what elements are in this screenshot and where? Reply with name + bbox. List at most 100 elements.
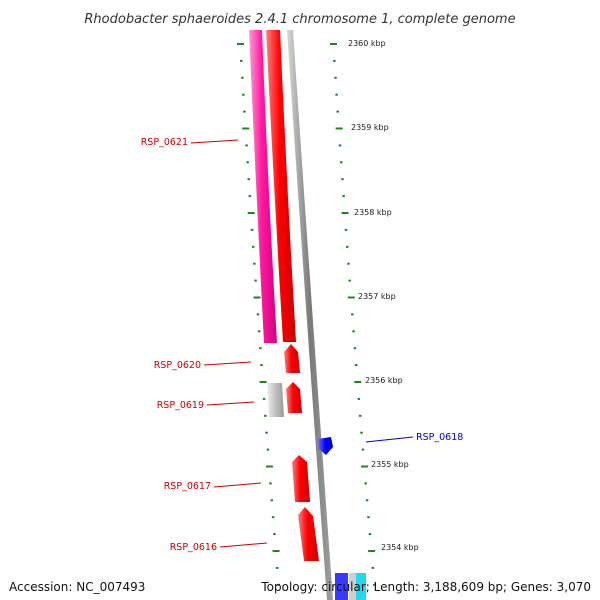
minor-tick — [351, 313, 354, 316]
minor-tick — [334, 76, 337, 79]
major-tick — [335, 127, 343, 130]
minor-tick — [352, 330, 355, 333]
genome-backbone — [287, 30, 333, 600]
minor-tick — [256, 313, 260, 316]
kbp-label: 2360 kbp — [348, 39, 386, 48]
minor-tick — [357, 397, 361, 400]
minor-tick — [254, 279, 257, 282]
gene-rsp-0617[interactable] — [292, 455, 310, 502]
gene-rsp-0618[interactable] — [318, 437, 333, 455]
minor-tick — [253, 262, 256, 265]
outer-tick-track — [330, 43, 376, 586]
gene-rsp-0616[interactable] — [298, 507, 319, 561]
minor-tick — [241, 76, 244, 79]
map-title: Rhodobacter sphaeroides 2.4.1 chromosome… — [84, 12, 515, 27]
gene-leader-line — [203, 361, 252, 366]
gene-label-rsp-0621[interactable]: RSP_0621 — [141, 137, 188, 148]
major-tick — [265, 465, 273, 468]
minor-tick — [266, 448, 270, 451]
major-tick — [354, 381, 362, 383]
gene-leader-line — [365, 436, 414, 443]
minor-tick — [339, 161, 343, 164]
minor-tick — [344, 228, 348, 231]
minor-tick — [361, 448, 365, 451]
minor-tick — [368, 533, 372, 536]
minor-tick — [245, 144, 248, 147]
minor-tick — [348, 279, 351, 282]
minor-tick — [353, 347, 357, 350]
grey-feature-partial[interactable] — [349, 573, 357, 600]
topology-text: Topology: circular; Length: 3,188,609 bp… — [261, 580, 591, 594]
major-tick — [242, 127, 250, 130]
minor-tick — [364, 482, 367, 485]
minor-tick — [338, 144, 342, 147]
minor-tick — [265, 431, 268, 434]
minor-tick — [251, 245, 255, 248]
gene-leader-line — [206, 401, 255, 406]
minor-tick — [336, 110, 339, 113]
minor-tick — [270, 499, 274, 502]
minor-tick — [341, 178, 344, 181]
gene-rsp-0619[interactable] — [286, 382, 302, 413]
minor-tick — [271, 516, 275, 519]
gene-label-rsp-0617[interactable]: RSP_0617 — [164, 481, 211, 492]
minor-tick — [373, 583, 376, 586]
minor-tick — [347, 262, 350, 265]
kbp-label: 2356 kbp — [365, 376, 403, 385]
gene-rsp-0620[interactable] — [284, 344, 300, 373]
minor-tick — [371, 566, 375, 569]
major-tick — [341, 212, 349, 214]
kbp-label: 2358 kbp — [354, 208, 392, 217]
minor-tick — [367, 516, 370, 519]
minor-tick — [333, 59, 336, 62]
minor-tick — [360, 431, 363, 434]
gene-leader-line — [190, 139, 239, 144]
major-tick — [272, 550, 280, 552]
minor-tick — [242, 93, 245, 96]
minor-tick — [243, 110, 246, 113]
minor-tick — [269, 482, 272, 485]
major-tick — [347, 296, 355, 299]
minor-tick — [260, 364, 263, 367]
minor-tick — [354, 364, 358, 367]
inner-tick-track — [237, 43, 280, 586]
minor-tick — [257, 330, 261, 333]
major-tick — [237, 43, 244, 45]
minor-tick — [335, 93, 338, 96]
minor-tick — [273, 533, 276, 536]
minor-tick — [262, 397, 266, 400]
kbp-label: 2357 kbp — [358, 292, 396, 301]
minor-tick — [275, 566, 279, 569]
gene-leader-line — [219, 542, 268, 548]
grey-feature[interactable] — [267, 383, 284, 417]
minor-tick — [248, 195, 252, 198]
minor-tick — [246, 161, 249, 164]
gene-rsp-0621[interactable] — [266, 30, 296, 342]
pink-feature-band[interactable] — [249, 30, 277, 343]
minor-tick — [342, 195, 345, 198]
gene-label-rsp-0616[interactable]: RSP_0616 — [170, 542, 217, 553]
minor-tick — [250, 228, 254, 231]
minor-tick — [247, 178, 250, 181]
gene-label-rsp-0618[interactable]: RSP_0618 — [416, 432, 463, 443]
minor-tick — [365, 499, 369, 502]
gene-label-rsp-0619[interactable]: RSP_0619 — [157, 400, 204, 411]
minor-tick — [264, 414, 267, 417]
major-tick — [247, 212, 255, 214]
kbp-label: 2354 kbp — [381, 543, 419, 552]
major-tick — [259, 381, 267, 383]
gene-label-rsp-0620[interactable]: RSP_0620 — [154, 360, 201, 371]
minor-tick — [240, 59, 243, 62]
minor-tick — [358, 414, 362, 417]
gene-leader-line — [213, 482, 262, 488]
minor-tick — [277, 583, 280, 586]
kbp-label: 2359 kbp — [351, 123, 389, 132]
blue-feature-partial[interactable] — [335, 573, 348, 600]
major-tick — [361, 465, 369, 468]
major-tick — [330, 43, 337, 45]
cyan-feature-partial[interactable] — [356, 573, 366, 600]
major-tick — [368, 550, 376, 552]
kbp-label: 2355 kbp — [371, 460, 409, 469]
major-tick — [253, 296, 261, 299]
